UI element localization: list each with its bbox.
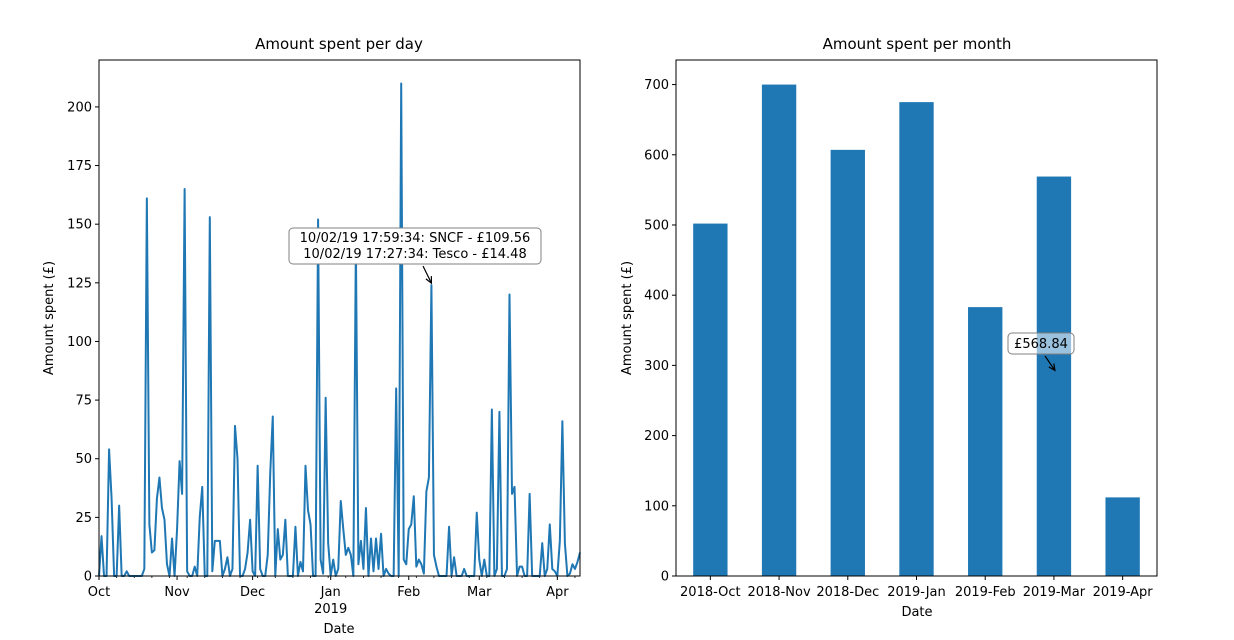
- monthly-annotation-text: £568.84: [1014, 337, 1068, 352]
- monthly-annotation-arrowhead: [1048, 363, 1056, 372]
- daily-spend-line: [98, 82, 581, 577]
- monthly-bar-2018-Nov: [761, 84, 797, 577]
- monthly-y-tick-label: 600: [644, 148, 669, 163]
- monthly-annotation: £568.84: [1007, 332, 1075, 372]
- daily-y-tick-label: 25: [75, 511, 92, 526]
- monthly-bars: [693, 84, 1140, 577]
- daily-x-tick-label: Nov: [164, 585, 190, 600]
- daily-annotation-line-1: 10/02/19 17:59:34: SNCF - £109.56: [300, 231, 531, 246]
- daily-y-axis-ticks: 0 25 50 75 100 125 150 175 200: [67, 100, 99, 585]
- monthly-y-tick-label: 200: [644, 429, 669, 444]
- monthly-chart-title: Amount spent per month: [823, 35, 1012, 53]
- daily-y-tick-label: 125: [67, 276, 92, 291]
- daily-x-tick-label: Apr: [546, 585, 569, 600]
- monthly-x-tick-label: 2018-Dec: [816, 585, 879, 600]
- monthly-bar-2019-Jan: [899, 102, 934, 577]
- monthly-y-axis-label: Amount spent (£): [620, 261, 635, 375]
- monthly-x-tick-label: 2019-Apr: [1093, 585, 1154, 600]
- monthly-x-axis-ticks: 2018-Oct 2018-Nov 2018-Dec 2019-Jan 2019-Feb…: [680, 576, 1153, 600]
- daily-x-axis-label: Date: [323, 622, 354, 637]
- monthly-spend-chart: Amount spent per month 0 100 200 300 400 500 6…: [620, 35, 1158, 620]
- monthly-y-tick-label: 0: [661, 570, 669, 585]
- daily-annotation: 10/02/19 17:59:34: SNCF - £109.56 10/02/…: [288, 227, 542, 285]
- daily-y-tick-label: 50: [75, 452, 92, 467]
- monthly-bar-2019-Feb: [968, 307, 1003, 576]
- daily-x-tick-label: Dec: [240, 585, 265, 600]
- daily-x-axis-ticks: Oct Nov Dec Jan 2019 Feb Mar Apr: [88, 576, 576, 617]
- daily-y-tick-label: 100: [67, 335, 92, 350]
- monthly-x-tick-label: 2018-Nov: [747, 585, 810, 600]
- daily-y-tick-label: 0: [84, 570, 92, 585]
- daily-x-tick-label: Mar: [467, 585, 492, 600]
- monthly-x-tick-label: 2019-Mar: [1023, 585, 1086, 600]
- daily-annotation-line-2: 10/02/19 17:27:34: Tesco - £14.48: [303, 247, 526, 262]
- daily-y-axis-label: Amount spent (£): [42, 261, 57, 375]
- daily-spend-chart: Amount spent per day 0 25 50 75 100 125 150 175…: [42, 35, 581, 637]
- daily-annotation-box: [288, 227, 542, 265]
- monthly-y-tick-label: 300: [644, 359, 669, 374]
- monthly-x-tick-label: 2019-Jan: [887, 585, 946, 600]
- monthly-x-tick-label: 2019-Feb: [955, 585, 1016, 600]
- daily-x-tick-label: Oct: [88, 585, 110, 600]
- daily-x-tick-year-label: 2019: [314, 602, 347, 617]
- daily-annotation-arrow: [422, 265, 432, 284]
- daily-x-tick-label: Feb: [397, 585, 420, 600]
- monthly-plot-frame: [675, 59, 1158, 577]
- monthly-y-tick-label: 500: [644, 218, 669, 233]
- monthly-x-axis-label: Date: [901, 605, 932, 620]
- monthly-y-tick-label: 700: [644, 78, 669, 93]
- monthly-bar-2019-Mar: [1036, 176, 1072, 577]
- monthly-bar-2019-Apr: [1105, 497, 1140, 576]
- monthly-bar-2018-Oct: [693, 223, 728, 577]
- monthly-x-tick-label: 2018-Oct: [680, 585, 741, 600]
- monthly-annotation-box: [1007, 332, 1075, 355]
- daily-x-tick-label: Jan: [320, 585, 341, 600]
- monthly-annotation-arrow: [1044, 355, 1056, 371]
- monthly-y-tick-label: 400: [644, 289, 669, 304]
- daily-y-tick-label: 150: [67, 218, 92, 233]
- daily-y-tick-label: 175: [67, 159, 92, 174]
- monthly-bar-2018-Dec: [830, 149, 865, 577]
- daily-chart-title: Amount spent per day: [255, 35, 423, 53]
- daily-plot-frame: [98, 59, 581, 577]
- monthly-y-tick-label: 100: [644, 499, 669, 514]
- daily-y-tick-label: 75: [75, 394, 92, 409]
- daily-y-tick-label: 200: [67, 100, 92, 115]
- daily-annotation-arrowhead: [425, 276, 433, 285]
- monthly-y-axis-ticks: 0 100 200 300 400 500 600 700: [644, 78, 676, 585]
